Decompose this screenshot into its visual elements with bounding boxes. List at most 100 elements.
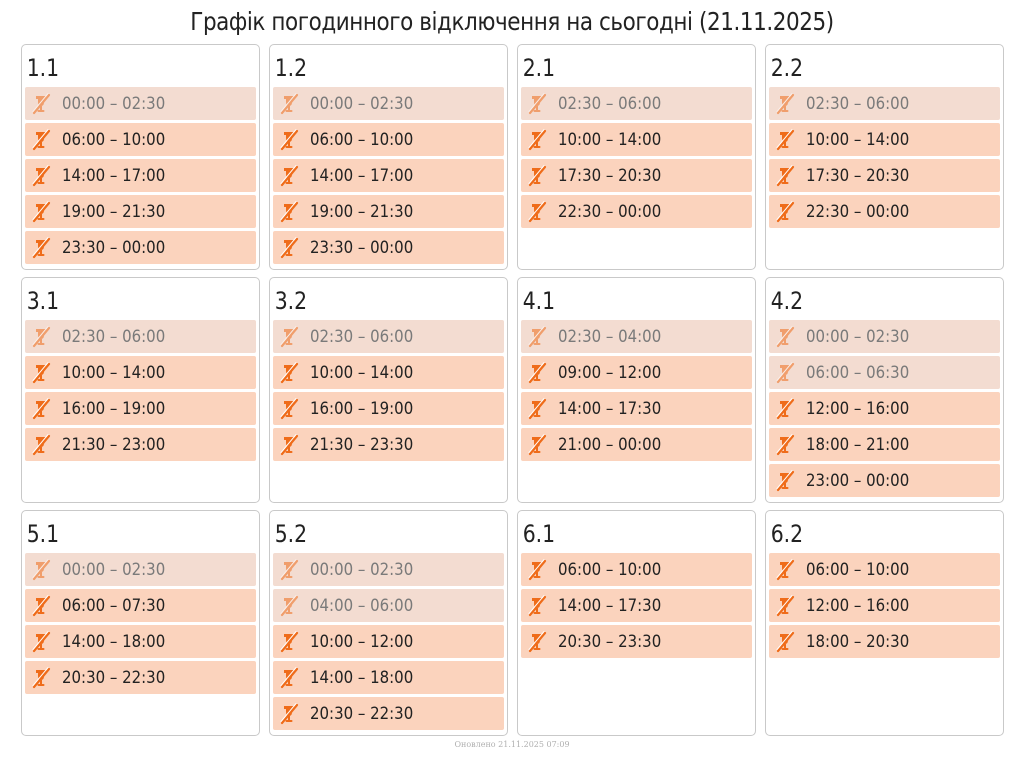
- outage-slot: 22:30 – 00:00: [521, 195, 752, 228]
- outage-slot: 14:00 – 17:00: [25, 159, 256, 192]
- power-off-icon: [774, 164, 796, 187]
- slot-time: 20:30 – 22:30: [62, 667, 166, 688]
- outage-slot: 19:00 – 21:30: [273, 195, 504, 228]
- power-off-icon: [278, 433, 300, 456]
- slot-time: 09:00 – 12:00: [558, 362, 662, 383]
- slot-time: 04:00 – 06:00: [310, 595, 414, 616]
- slot-time: 06:00 – 06:30: [806, 362, 910, 383]
- outage-slot: 14:00 – 17:30: [521, 392, 752, 425]
- power-off-icon: [278, 92, 300, 115]
- slot-time: 10:00 – 12:00: [310, 631, 414, 652]
- slot-list: 02:30 – 06:00 10:00 – 14:00: [521, 87, 752, 228]
- power-off-icon: [526, 128, 548, 151]
- outage-slot: 20:30 – 22:30: [25, 661, 256, 694]
- slot-time: 14:00 – 17:30: [558, 398, 662, 419]
- power-off-icon: [526, 397, 548, 420]
- outage-slot: 10:00 – 12:00: [273, 625, 504, 658]
- slot-list: 06:00 – 10:00 12:00 – 16:00: [769, 553, 1000, 658]
- slot-list: 00:00 – 02:30 06:00 – 10:00: [25, 87, 256, 264]
- slot-list: 02:30 – 04:00 09:00 – 12:00: [521, 320, 752, 461]
- slot-list: 02:30 – 06:00 10:00 – 14:00: [769, 87, 1000, 228]
- slot-time: 00:00 – 02:30: [310, 559, 414, 580]
- slot-time: 21:30 – 23:30: [310, 434, 414, 455]
- outage-slot: 16:00 – 19:00: [25, 392, 256, 425]
- slot-time: 06:00 – 10:00: [806, 559, 910, 580]
- outage-slot: 06:00 – 07:30: [25, 589, 256, 622]
- slot-time: 18:00 – 21:00: [806, 434, 910, 455]
- outage-slot: 02:30 – 06:00: [273, 320, 504, 353]
- power-off-icon: [526, 92, 548, 115]
- power-off-icon: [774, 325, 796, 348]
- outage-slot: 14:00 – 17:30: [521, 589, 752, 622]
- slot-list: 02:30 – 06:00 10:00 – 14:00: [25, 320, 256, 461]
- outage-slot: 10:00 – 14:00: [769, 123, 1000, 156]
- outage-slot: 12:00 – 16:00: [769, 589, 1000, 622]
- outage-slot: 06:00 – 06:30: [769, 356, 1000, 389]
- outage-slot: 21:30 – 23:30: [273, 428, 504, 461]
- power-off-icon: [278, 666, 300, 689]
- power-off-icon: [774, 469, 796, 492]
- page-title: Графік погодинного відключення на сьогод…: [190, 7, 834, 36]
- outage-slot: 02:30 – 06:00: [25, 320, 256, 353]
- power-off-icon: [774, 594, 796, 617]
- outage-slot: 02:30 – 06:00: [521, 87, 752, 120]
- slot-time: 14:00 – 17:00: [62, 165, 166, 186]
- outage-slot: 20:30 – 22:30: [273, 697, 504, 730]
- group-card-1-1: 1.1 00:00 – 02:30: [21, 44, 260, 270]
- group-label: 2.1: [522, 54, 556, 82]
- slot-time: 22:30 – 00:00: [806, 201, 910, 222]
- slot-time: 00:00 – 02:30: [310, 93, 414, 114]
- group-label: 1.2: [274, 54, 308, 82]
- outage-slot: 12:00 – 16:00: [769, 392, 1000, 425]
- outage-slot: 00:00 – 02:30: [769, 320, 1000, 353]
- slot-time: 19:00 – 21:30: [310, 201, 414, 222]
- slot-time: 02:30 – 06:00: [310, 326, 414, 347]
- slot-time: 23:30 – 00:00: [310, 237, 414, 258]
- outage-slot: 19:00 – 21:30: [25, 195, 256, 228]
- outage-slot: 00:00 – 02:30: [273, 87, 504, 120]
- group-label: 6.1: [522, 520, 556, 548]
- outage-slot: 21:00 – 00:00: [521, 428, 752, 461]
- outage-slot: 10:00 – 14:00: [25, 356, 256, 389]
- slot-time: 00:00 – 02:30: [62, 559, 166, 580]
- power-off-icon: [278, 200, 300, 223]
- group-card-3-1: 3.1 02:30 – 06:00: [21, 277, 260, 503]
- group-card-3-2: 3.2 02:30 – 06:00: [269, 277, 508, 503]
- outage-slot: 14:00 – 17:00: [273, 159, 504, 192]
- power-off-icon: [278, 236, 300, 259]
- group-card-4-2: 4.2 00:00 – 02:30: [765, 277, 1004, 503]
- power-off-icon: [774, 397, 796, 420]
- slot-time: 00:00 – 02:30: [806, 326, 910, 347]
- slot-time: 02:30 – 06:00: [558, 93, 662, 114]
- power-off-icon: [30, 630, 52, 653]
- power-off-icon: [278, 594, 300, 617]
- group-label: 2.2: [770, 54, 804, 82]
- slot-time: 10:00 – 14:00: [62, 362, 166, 383]
- slot-time: 06:00 – 10:00: [558, 559, 662, 580]
- slot-time: 18:00 – 20:30: [806, 631, 910, 652]
- power-off-icon: [774, 433, 796, 456]
- outage-slot: 17:30 – 20:30: [769, 159, 1000, 192]
- outage-slot: 04:00 – 06:00: [273, 589, 504, 622]
- group-label: 5.2: [274, 520, 308, 548]
- outage-slot: 20:30 – 23:30: [521, 625, 752, 658]
- outage-slot: 18:00 – 20:30: [769, 625, 1000, 658]
- power-off-icon: [278, 325, 300, 348]
- power-off-icon: [30, 594, 52, 617]
- slot-time: 10:00 – 14:00: [310, 362, 414, 383]
- power-off-icon: [774, 200, 796, 223]
- slot-time: 14:00 – 17:30: [558, 595, 662, 616]
- outage-slot: 06:00 – 10:00: [273, 123, 504, 156]
- power-off-icon: [30, 397, 52, 420]
- power-off-icon: [278, 164, 300, 187]
- power-off-icon: [278, 630, 300, 653]
- slot-list: 00:00 – 02:30 06:00 – 10:00: [273, 87, 504, 264]
- slot-list: 00:00 – 02:30 06:00 – 07:30: [25, 553, 256, 694]
- group-card-5-2: 5.2 00:00 – 02:30: [269, 510, 508, 736]
- slot-time: 22:30 – 00:00: [558, 201, 662, 222]
- group-card-1-2: 1.2 00:00 – 02:30: [269, 44, 508, 270]
- outage-slot: 14:00 – 18:00: [25, 625, 256, 658]
- group-card-2-2: 2.2 02:30 – 06:00: [765, 44, 1004, 270]
- outage-slot: 16:00 – 19:00: [273, 392, 504, 425]
- slot-time: 12:00 – 16:00: [806, 398, 910, 419]
